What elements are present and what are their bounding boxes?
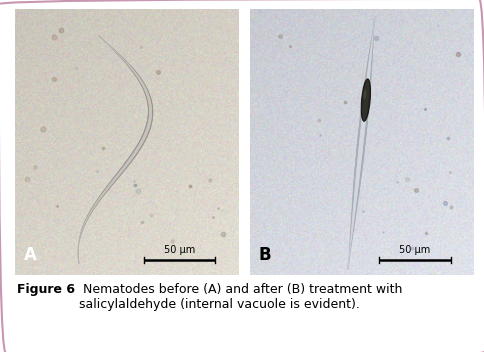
Text: 50 μm: 50 μm (164, 245, 195, 254)
Text: Nematodes before (A) and after (B) treatment with
salicylaldehyde (internal vacu: Nematodes before (A) and after (B) treat… (79, 283, 402, 312)
Ellipse shape (363, 89, 365, 100)
Text: B: B (258, 246, 271, 264)
Text: Figure 6: Figure 6 (17, 283, 75, 296)
Ellipse shape (361, 79, 370, 121)
Text: A: A (23, 246, 36, 264)
Text: 50 μm: 50 μm (398, 245, 430, 254)
